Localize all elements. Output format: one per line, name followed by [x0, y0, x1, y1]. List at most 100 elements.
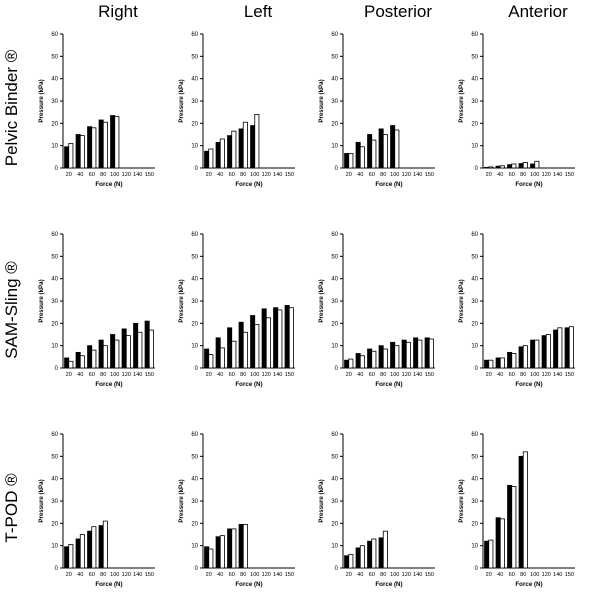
panel-7-bar [568, 326, 574, 369]
panel-2-xtick-label: 40 [357, 172, 363, 178]
panel-8-xtick-label: 80 [100, 572, 106, 578]
panel-9-bar [215, 536, 221, 569]
panel-5-bar [261, 308, 267, 369]
panel-1-xtick-label: 140 [273, 172, 282, 178]
panel-8-y-axis-label: Pressure (kPa) [38, 479, 45, 522]
panel-4-xtick-label: 100 [110, 372, 119, 378]
panel-4-bar [75, 351, 81, 369]
panel-6-ytick-label: 10 [331, 344, 338, 350]
panel-5-bar [265, 317, 271, 369]
panel-4-bar [137, 331, 143, 369]
panel-3-ytick-label: 10 [471, 144, 478, 150]
panel-4-xtick-label: 60 [89, 372, 95, 378]
panel-3-ytick-label: 60 [471, 32, 478, 38]
panel-10-bar [382, 530, 388, 569]
panel-9-ytick-label: 30 [191, 499, 198, 505]
panel-7-bar [522, 345, 528, 369]
panel-6-xtick-label: 100 [390, 372, 399, 378]
panel-5-xtick-label: 20 [206, 372, 212, 378]
panel-4-ytick-label: 20 [51, 321, 58, 327]
panel-6-ytick-label: 40 [331, 277, 338, 283]
panel-8-xtick-label: 140 [133, 572, 142, 578]
panel-0-xtick-label: 20 [66, 172, 72, 178]
panel-4-ytick-label: 10 [51, 344, 58, 350]
panel-2-xtick-label: 100 [390, 172, 399, 178]
panel-4-ytick-label: 50 [51, 254, 58, 260]
panel-10-ytick-label: 20 [331, 521, 338, 527]
panel-3-bar [499, 165, 505, 169]
panel-1-y-axis-label: Pressure (kPa) [178, 79, 185, 122]
panel-8-xtick-label: 150 [145, 572, 154, 578]
panel-2-xtick-label: 80 [380, 172, 386, 178]
panel-3-xtick-label: 120 [542, 172, 551, 178]
panel-8-bar [68, 544, 74, 569]
panel-0-ytick-label: 60 [51, 32, 58, 38]
panel-8-bar [75, 538, 81, 569]
panel-11-ytick-label: 60 [471, 432, 478, 438]
panel-2-bar [355, 141, 361, 169]
panel-10-xtick-label: 40 [357, 572, 363, 578]
panel-1-xtick-label: 80 [240, 172, 246, 178]
panel-0-bar [79, 135, 85, 169]
panel-4-xtick-label: 140 [133, 372, 142, 378]
panel-9-ytick-label: 60 [191, 432, 198, 438]
panel-9-xtick-label: 20 [206, 572, 212, 578]
panel-6-xtick-label: 120 [402, 372, 411, 378]
panel-5-ytick-label: 40 [191, 277, 198, 283]
panel-0-ytick-label: 40 [51, 77, 58, 83]
panel-7-bar [507, 351, 513, 369]
panel-7-bar [541, 335, 547, 369]
panel-0-bar [87, 126, 93, 169]
panel-4-ytick-label: 60 [51, 232, 58, 238]
panel-2-ytick-label: 60 [331, 32, 338, 38]
panel-4-xtick-label: 80 [100, 372, 106, 378]
panel-10-x-axis-label: Force (N) [375, 581, 402, 588]
panel-10-bar [344, 555, 350, 569]
panel-1-xtick-label: 120 [262, 172, 271, 178]
panel-0-bar [75, 134, 81, 169]
panel-4-bar [133, 322, 139, 369]
panel-6-bar [378, 345, 384, 369]
panel-6-bar [359, 355, 365, 369]
panel-9-ytick-label: 50 [191, 454, 198, 460]
panel-2-bar [394, 129, 400, 169]
panel-0-xtick-label: 120 [122, 172, 131, 178]
panel-6-bar [428, 338, 434, 369]
panel-0-ytick-label: 30 [51, 99, 58, 105]
panel-3-bar [484, 166, 490, 169]
panel-1-bar [215, 141, 221, 169]
panel-8-bar [102, 520, 108, 569]
panel-1-bar [254, 114, 260, 169]
panel-2-bar [348, 153, 354, 169]
panel-5-bar [208, 354, 214, 369]
panel-7-bar [488, 359, 494, 369]
panel-11-bar [484, 540, 490, 569]
panel-10-xtick-label: 80 [380, 572, 386, 578]
panel-1-bar [250, 125, 256, 169]
panel-9-xtick-label: 60 [229, 572, 235, 578]
panel-7-xtick-label: 60 [509, 372, 515, 378]
panel-5-bar [273, 307, 279, 369]
panel-2-xtick-label: 150 [425, 172, 434, 178]
panel-1-ytick-label: 20 [191, 121, 198, 127]
panel-5-bar [288, 307, 294, 369]
panel-8-bar [64, 546, 70, 569]
panel-6-ytick-label: 60 [331, 232, 338, 238]
panel-7-xtick-label: 120 [542, 372, 551, 378]
panel-5-bar [254, 324, 260, 369]
panel-2-bar [371, 139, 377, 169]
panel-6-xtick-label: 40 [357, 372, 363, 378]
panel-2-ytick-label: 40 [331, 77, 338, 83]
panel-2-xtick-label: 120 [402, 172, 411, 178]
panel-11-xtick-label: 40 [497, 572, 503, 578]
panel-7-y-axis-label: Pressure (kPa) [458, 279, 465, 322]
panel-9-bar [219, 535, 225, 569]
panel-7-bar [495, 357, 501, 369]
panel-11-bar [507, 484, 513, 569]
panel-7-ytick-label: 40 [471, 277, 478, 283]
panel-5-xtick-label: 40 [217, 372, 223, 378]
panel-10-bar [367, 540, 373, 569]
panel-2-xtick-label: 60 [369, 172, 375, 178]
panel-1-bar [219, 138, 225, 169]
panel-10-ytick-label: 10 [331, 544, 338, 550]
